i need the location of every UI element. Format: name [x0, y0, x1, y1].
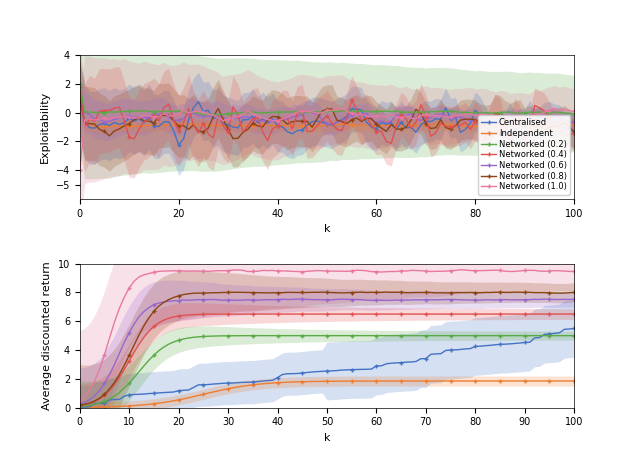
- Networked (0.2): [110, 109, 118, 115]
- Networked (0.6): [304, 108, 311, 114]
- Networked (0.2): [214, 112, 222, 117]
- Networked (1.0): [110, 114, 118, 120]
- Line: Networked (0.8): Networked (0.8): [78, 96, 576, 141]
- Networked (0.2): [427, 109, 434, 114]
- Networked (0.8): [200, 129, 207, 134]
- Networked (0.8): [452, 123, 459, 129]
- Y-axis label: Average discounted return: Average discounted return: [42, 261, 52, 410]
- Networked (0.6): [452, 114, 459, 120]
- Independent: [76, 88, 84, 94]
- X-axis label: k: k: [323, 224, 330, 234]
- Line: Networked (0.2): Networked (0.2): [78, 82, 576, 117]
- Independent: [378, 122, 385, 128]
- Networked (0.4): [570, 131, 578, 136]
- Networked (1.0): [304, 109, 311, 114]
- Networked (1.0): [422, 112, 430, 117]
- Networked (0.8): [570, 130, 578, 136]
- Networked (0.8): [229, 136, 237, 142]
- Line: Independent: Independent: [78, 89, 576, 129]
- Independent: [452, 123, 459, 128]
- Centralised: [452, 114, 459, 120]
- Independent: [308, 123, 316, 129]
- X-axis label: k: k: [323, 433, 330, 443]
- Centralised: [110, 120, 118, 125]
- Networked (0.2): [308, 109, 316, 115]
- Networked (1.0): [447, 114, 454, 120]
- Centralised: [570, 129, 578, 134]
- Centralised: [204, 108, 212, 113]
- Networked (0.8): [378, 125, 385, 131]
- Networked (0.6): [110, 116, 118, 122]
- Networked (1.0): [76, 167, 84, 173]
- Networked (0.4): [304, 129, 311, 135]
- Centralised: [308, 119, 316, 125]
- Networked (0.4): [76, 84, 84, 89]
- Networked (0.8): [427, 126, 434, 131]
- Networked (1.0): [570, 109, 578, 114]
- Line: Networked (0.4): Networked (0.4): [78, 85, 576, 146]
- Independent: [115, 124, 123, 129]
- Networked (0.6): [328, 121, 336, 127]
- Networked (0.2): [76, 81, 84, 87]
- Networked (0.6): [427, 115, 434, 120]
- Centralised: [378, 120, 385, 125]
- Y-axis label: Exploitability: Exploitability: [40, 91, 50, 163]
- Networked (0.4): [452, 123, 459, 129]
- Networked (0.2): [200, 111, 207, 117]
- Networked (1.0): [551, 106, 558, 111]
- Networked (0.8): [76, 95, 84, 101]
- Networked (0.4): [110, 105, 118, 111]
- Line: Networked (1.0): Networked (1.0): [78, 106, 576, 172]
- Networked (0.6): [200, 113, 207, 119]
- Networked (0.8): [110, 128, 118, 134]
- Line: Networked (0.6): Networked (0.6): [78, 93, 576, 126]
- Networked (0.4): [427, 134, 434, 139]
- Networked (0.2): [452, 109, 459, 114]
- Networked (1.0): [200, 109, 207, 115]
- Independent: [570, 121, 578, 127]
- Line: Centralised: Centralised: [78, 96, 576, 147]
- Independent: [204, 122, 212, 128]
- Independent: [96, 124, 103, 130]
- Networked (0.2): [378, 109, 385, 114]
- Independent: [427, 122, 434, 128]
- Networked (0.4): [373, 129, 380, 134]
- Networked (0.8): [308, 125, 316, 130]
- Networked (0.6): [378, 118, 385, 124]
- Centralised: [427, 119, 434, 125]
- Networked (1.0): [373, 114, 380, 119]
- Networked (0.4): [200, 120, 207, 126]
- Networked (0.4): [387, 141, 395, 146]
- Centralised: [175, 142, 182, 147]
- Networked (0.2): [570, 111, 578, 116]
- Networked (0.6): [570, 119, 578, 125]
- Legend: Centralised, Independent, Networked (0.2), Networked (0.4), Networked (0.6), Net: Centralised, Independent, Networked (0.2…: [478, 115, 570, 195]
- Centralised: [76, 95, 84, 101]
- Networked (0.6): [76, 93, 84, 98]
